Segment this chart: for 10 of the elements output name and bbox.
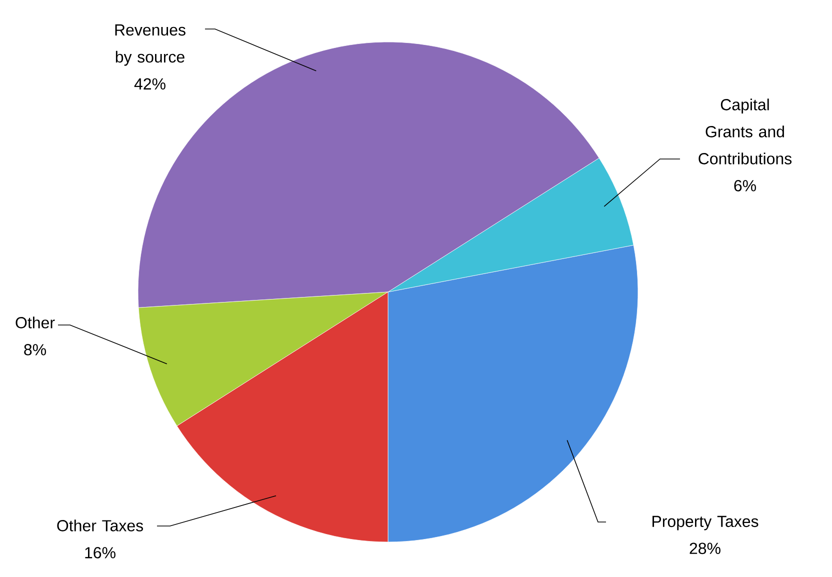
data-label: 6% <box>734 180 756 192</box>
slice-label: Other <box>16 316 55 328</box>
data-label: 8% <box>24 344 46 356</box>
data-label: 42% <box>134 78 166 90</box>
slice-label: Revenues by source <box>115 24 186 66</box>
slice-label: Other Taxes <box>57 520 144 532</box>
slice-label: Property Taxes <box>652 516 758 530</box>
slice-label: Capital Grants and Contributions <box>698 98 792 164</box>
data-label: 16% <box>85 547 116 558</box>
data-label: 28% <box>690 542 720 554</box>
